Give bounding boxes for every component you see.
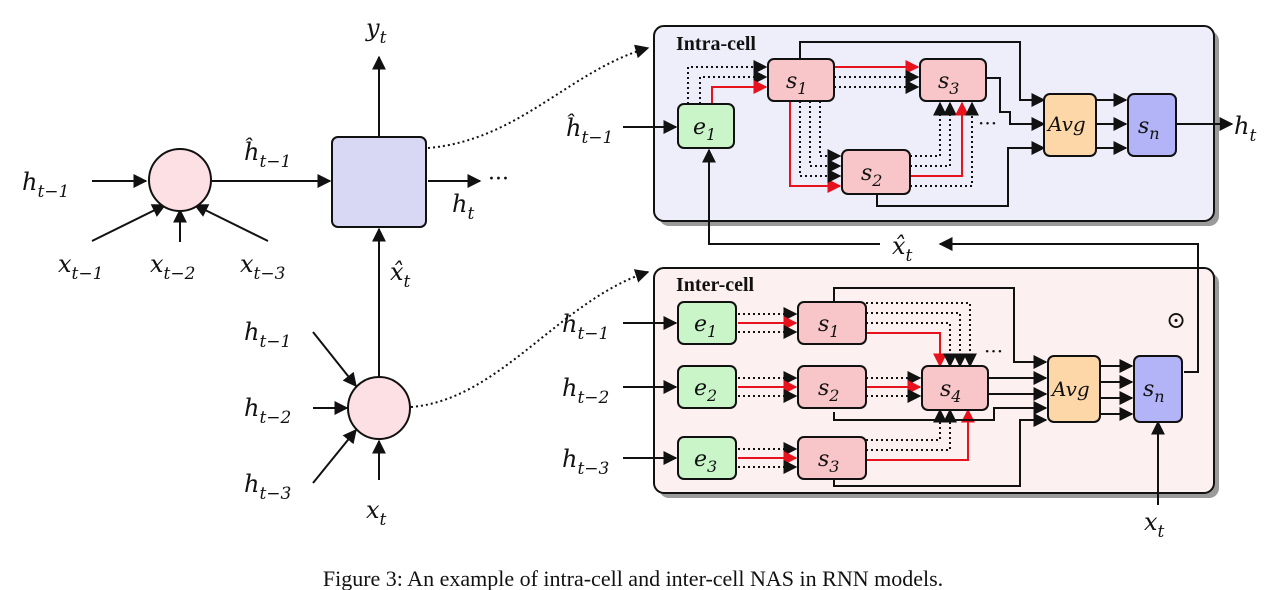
- inter-node-s2: [797, 365, 867, 409]
- inter-combine-circle: [347, 376, 411, 440]
- inter-s1-label: s1: [818, 312, 839, 341]
- left-ellipsis: ···: [488, 167, 509, 192]
- intra-embed-e1: [677, 103, 735, 149]
- intra-node-s3: [919, 58, 987, 102]
- rnn-cell-box: [331, 136, 427, 228]
- intra-avg-label: Avg: [1046, 112, 1086, 136]
- inter-node-s4: [921, 365, 989, 411]
- inter-node-s1: [797, 301, 867, 345]
- intra-ellipsis: ···: [978, 111, 997, 135]
- hadamard-symbol: ⊙: [1166, 306, 1186, 334]
- left-x-t-2: xt−2: [150, 250, 195, 284]
- inter-input-h-t-2: ht−2: [562, 374, 609, 408]
- left-h-t-3-b: ht−3: [244, 470, 291, 504]
- left-xhat-label: x̂t: [390, 258, 411, 292]
- left-edges: [91, 44, 650, 484]
- inter-avg-box: [1047, 355, 1101, 423]
- intra-output-label: ht: [1234, 112, 1256, 146]
- inter-embed-e2: [677, 365, 737, 409]
- inter-edges: [623, 287, 1165, 505]
- inter-embed-e1: [677, 301, 737, 345]
- left-h-t-2-b: ht−2: [244, 394, 291, 428]
- intra-s2-label: s2: [861, 161, 882, 190]
- left-hhat-label: ĥt−1: [244, 137, 291, 172]
- link-xhat-label: x̂t: [892, 232, 913, 266]
- inter-s2-label: s2: [818, 376, 839, 405]
- intra-output-sn: [1127, 93, 1177, 157]
- input-combine-circle: [148, 148, 212, 212]
- intra-avg-box: [1043, 93, 1097, 157]
- inter-e1-label: e1: [694, 312, 717, 341]
- left-h-t-1-b: ht−1: [244, 318, 291, 352]
- inter-ellipsis: ···: [984, 339, 1003, 363]
- inter-node-s3: [797, 436, 867, 480]
- left-h-t-1: ht−1: [22, 168, 69, 202]
- inter-avg-label: Avg: [1050, 377, 1090, 401]
- inter-input-h-t-1: ht−1: [562, 310, 609, 344]
- intra-s1-label: s1: [786, 69, 807, 98]
- left-x-t-3: xt−3: [240, 250, 285, 284]
- inter-embed-e3: [677, 436, 737, 480]
- inter-output-sn: [1133, 355, 1183, 423]
- intra-sn-label: sn: [1138, 114, 1160, 143]
- intra-e1-label: e1: [693, 115, 716, 144]
- left-x-t: xt: [366, 496, 387, 530]
- intra-input-label: ĥt−1: [566, 113, 613, 148]
- left-y-t: yt: [365, 14, 387, 48]
- inter-e3-label: e3: [694, 447, 717, 476]
- inter-input-h-t-3: ht−3: [562, 445, 609, 479]
- inter-sn-label: sn: [1143, 377, 1165, 406]
- intra-node-s1: [767, 58, 835, 102]
- inter-x-t-label: xt: [1144, 508, 1165, 542]
- figure-caption: Figure 3: An example of intra-cell and i…: [323, 566, 943, 590]
- inter-s4-label: s4: [940, 377, 961, 406]
- inter-e2-label: e2: [694, 376, 717, 405]
- intra-edges: [623, 41, 1234, 373]
- left-h-t: ht: [452, 190, 474, 224]
- inter-cell-title: Inter-cell: [676, 274, 755, 296]
- intra-s3-label: s3: [938, 69, 959, 98]
- inter-s3-label: s3: [818, 447, 839, 476]
- intra-node-s2: [841, 149, 911, 195]
- intra-cell-title: Intra-cell: [676, 33, 756, 55]
- left-x-t-1: xt−1: [58, 250, 103, 284]
